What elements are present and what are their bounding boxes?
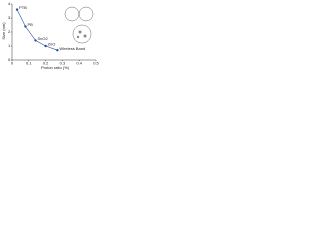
y-tick-label: 4 xyxy=(8,1,11,6)
data-point xyxy=(24,25,27,28)
x-tick-label: 0.3 xyxy=(60,61,66,66)
y-axis-title: Size (nm) xyxy=(1,22,6,40)
inset-illustration xyxy=(64,6,94,44)
page: {"chart_data": { "type": "scatter", "x_l… xyxy=(0,0,100,71)
inset-dot xyxy=(76,35,80,39)
y-tick-label: 2 xyxy=(8,29,11,34)
y-tick-label: 3 xyxy=(8,15,11,20)
inset-shape xyxy=(78,6,94,22)
data-point xyxy=(56,49,59,52)
background xyxy=(0,0,100,71)
point-label: SnO2 xyxy=(38,36,49,41)
data-point xyxy=(44,44,47,48)
x-tick-label: 0.5 xyxy=(93,61,99,66)
point-label: PB xyxy=(27,22,33,27)
chart: Size (nm) Proton ratio (%) 0 0.1 0.2 0.3 0.4… xyxy=(0,0,100,71)
x-tick-label: 0.1 xyxy=(26,61,32,66)
data-point xyxy=(15,8,19,11)
inset-shape xyxy=(72,24,92,44)
y-tick-label: 0 xyxy=(8,57,11,62)
inset-dot xyxy=(78,30,82,34)
inset-dot xyxy=(83,34,87,38)
point-label: Wireless Band xyxy=(59,46,85,51)
data-point xyxy=(34,39,37,42)
x-tick-label: 0.2 xyxy=(43,61,49,66)
point-label: ZnO xyxy=(48,42,56,47)
x-tick-label: 0 xyxy=(11,61,14,66)
point-label: PTB xyxy=(19,5,27,10)
x-tick-label: 0.4 xyxy=(76,61,82,66)
x-axis-title: Proton ratio (%) xyxy=(41,65,70,70)
y-tick-label: 1 xyxy=(8,43,11,48)
